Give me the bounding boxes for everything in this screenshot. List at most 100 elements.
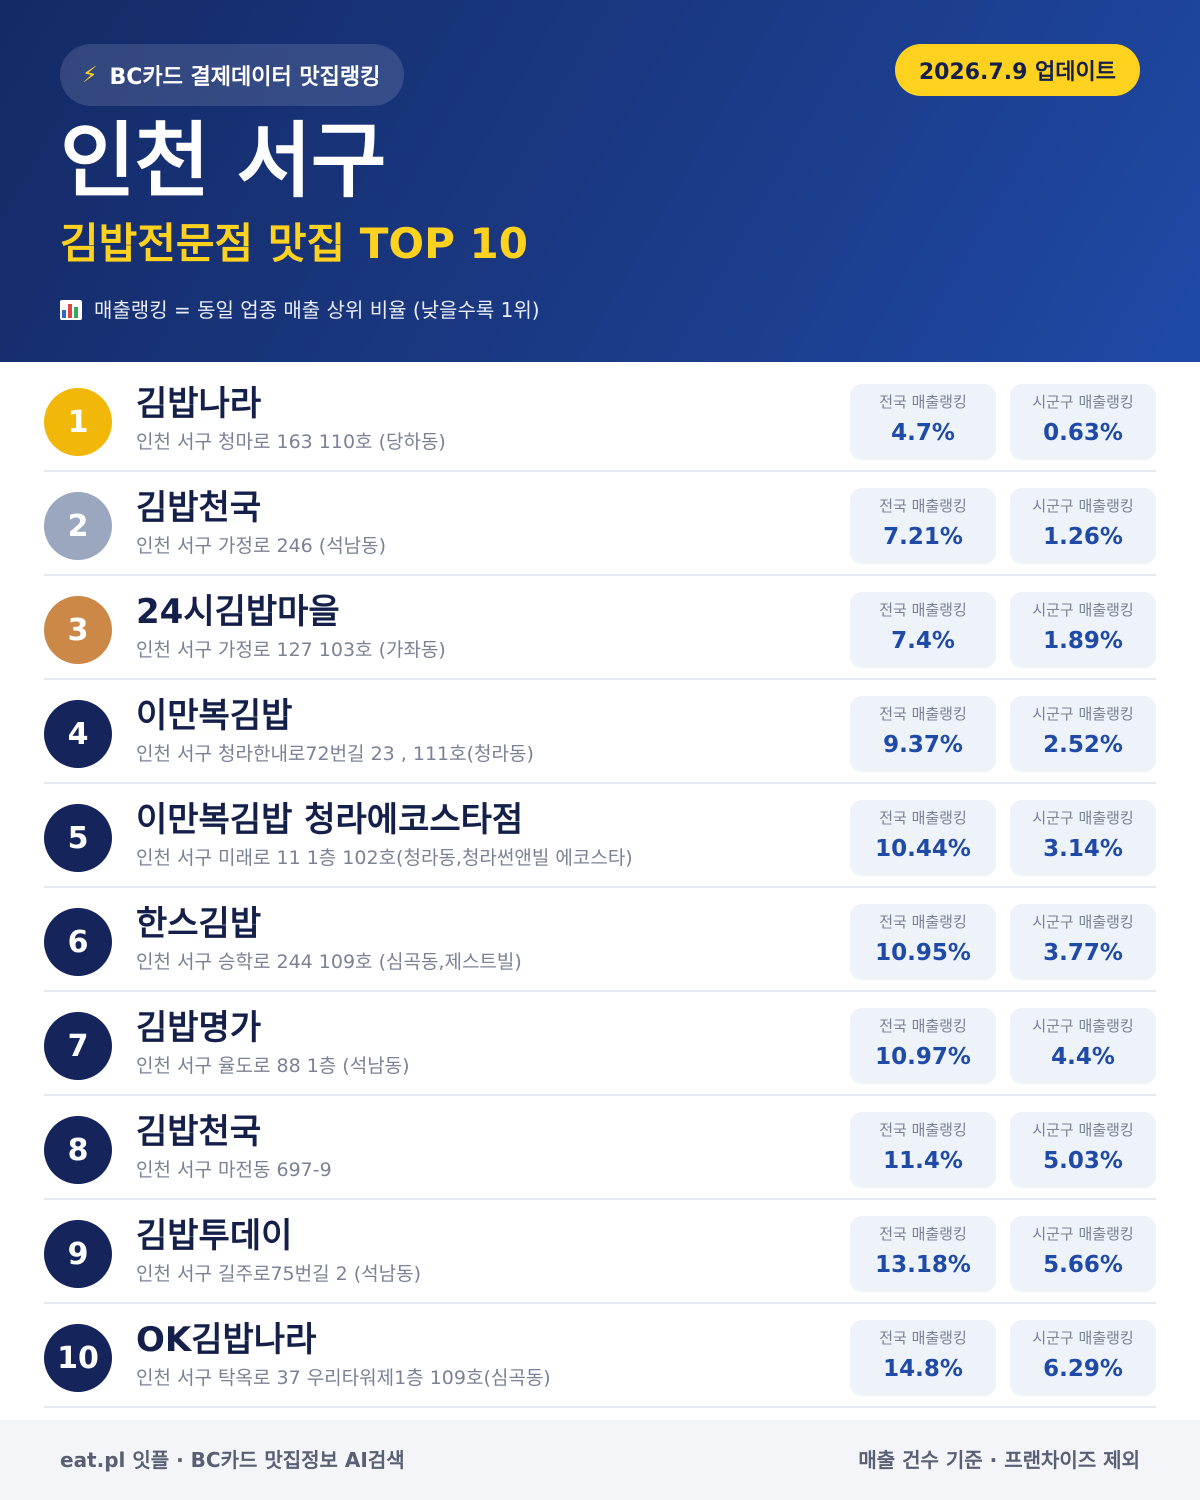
national-ranking-box: 전국 매출랭킹 9.37% bbox=[850, 696, 996, 772]
restaurant-address: 인천 서구 탁옥로 37 우리타워제1층 109호(심곡동) bbox=[136, 1367, 551, 1389]
local-ranking-box: 시군구 매출랭킹 4.4% bbox=[1010, 1008, 1156, 1084]
local-ranking-label: 시군구 매출랭킹 bbox=[1032, 1225, 1134, 1243]
national-ranking-box: 전국 매출랭킹 10.97% bbox=[850, 1008, 996, 1084]
national-ranking-value: 7.21% bbox=[883, 524, 963, 550]
local-ranking-label: 시군구 매출랭킹 bbox=[1032, 497, 1134, 515]
national-ranking-box: 전국 매출랭킹 14.8% bbox=[850, 1320, 996, 1396]
national-ranking-box: 전국 매출랭킹 10.95% bbox=[850, 904, 996, 980]
restaurant-address: 인천 서구 길주로75번길 2 (석남동) bbox=[136, 1263, 422, 1285]
header-banner: ⚡ BC카드 결제데이터 맛집랭킹 2026.7.9 업데이트 인천 서구 김밥… bbox=[0, 0, 1200, 362]
lightning-icon: ⚡ bbox=[82, 62, 98, 88]
local-ranking-value: 6.29% bbox=[1043, 1356, 1123, 1382]
national-ranking-label: 전국 매출랭킹 bbox=[879, 705, 967, 723]
national-ranking-label: 전국 매출랭킹 bbox=[879, 601, 967, 619]
local-ranking-box: 시군구 매출랭킹 3.14% bbox=[1010, 800, 1156, 876]
local-ranking-box: 시군구 매출랭킹 1.89% bbox=[1010, 592, 1156, 668]
local-ranking-box: 시군구 매출랭킹 2.52% bbox=[1010, 696, 1156, 772]
national-ranking-value: 4.7% bbox=[891, 420, 955, 446]
national-ranking-value: 7.4% bbox=[891, 628, 955, 654]
national-ranking-label: 전국 매출랭킹 bbox=[879, 913, 967, 931]
national-ranking-label: 전국 매출랭킹 bbox=[879, 1017, 967, 1035]
restaurant-name[interactable]: 24시김밥마을 bbox=[136, 592, 340, 632]
source-tag: ⚡ BC카드 결제데이터 맛집랭킹 bbox=[60, 44, 405, 106]
update-badge: 2026.7.9 업데이트 bbox=[894, 44, 1140, 96]
list-item[interactable]: 6 한스김밥 인천 서구 승학로 244 109호 (심곡동,제스트빌) 전국 매출랭… bbox=[44, 888, 1156, 992]
restaurant-name[interactable]: 김밥나라 bbox=[136, 384, 262, 424]
rank-badge: 10 bbox=[44, 1324, 112, 1392]
local-ranking-label: 시군구 매출랭킹 bbox=[1032, 1017, 1134, 1035]
local-ranking-label: 시군구 매출랭킹 bbox=[1032, 1121, 1134, 1139]
national-ranking-label: 전국 매출랭킹 bbox=[879, 1121, 967, 1139]
local-ranking-box: 시군구 매출랭킹 1.26% bbox=[1010, 488, 1156, 564]
national-ranking-value: 9.37% bbox=[883, 732, 963, 758]
list-item[interactable]: 7 김밥명가 인천 서구 율도로 88 1층 (석남동) 전국 매출랭킹 10.97% 시… bbox=[44, 992, 1156, 1096]
restaurant-address: 인천 서구 율도로 88 1층 (석남동) bbox=[136, 1055, 410, 1077]
rank-badge: 2 bbox=[44, 492, 112, 560]
restaurant-name[interactable]: 김밥천국 bbox=[136, 1112, 262, 1152]
list-item[interactable]: 2 김밥천국 인천 서구 가정로 246 (석남동) 전국 매출랭킹 7.21% 시군구 … bbox=[44, 472, 1156, 576]
local-ranking-value: 3.77% bbox=[1043, 940, 1123, 966]
list-item[interactable]: 8 김밥천국 인천 서구 마전동 697-9 전국 매출랭킹 11.4% 시군구 매출랭킹… bbox=[44, 1096, 1156, 1200]
local-ranking-value: 1.26% bbox=[1043, 524, 1123, 550]
list-item[interactable]: 9 김밥투데이 인천 서구 길주로75번길 2 (석남동) 전국 매출랭킹 13.18%… bbox=[44, 1200, 1156, 1304]
local-ranking-value: 1.89% bbox=[1043, 628, 1123, 654]
national-ranking-label: 전국 매출랭킹 bbox=[879, 497, 967, 515]
local-ranking-label: 시군구 매출랭킹 bbox=[1032, 393, 1134, 411]
restaurant-name[interactable]: 한스김밥 bbox=[136, 904, 262, 944]
restaurant-name[interactable]: OK김밥나라 bbox=[136, 1320, 317, 1360]
national-ranking-box: 전국 매출랭킹 7.21% bbox=[850, 488, 996, 564]
footer-note: 매출 건수 기준 · 프랜차이즈 제외 bbox=[858, 1448, 1140, 1472]
national-ranking-value: 10.44% bbox=[875, 836, 971, 862]
national-ranking-value: 13.18% bbox=[875, 1252, 971, 1278]
national-ranking-value: 10.95% bbox=[875, 940, 971, 966]
restaurant-address: 인천 서구 마전동 697-9 bbox=[136, 1159, 332, 1181]
ranking-note-text: 매출랭킹 = 동일 업종 매출 상위 비율 (낮을수록 1위) bbox=[94, 298, 540, 322]
restaurant-address: 인천 서구 청마로 163 110호 (당하동) bbox=[136, 431, 446, 453]
national-ranking-label: 전국 매출랭킹 bbox=[879, 809, 967, 827]
source-tag-label: BC카드 결제데이터 맛집랭킹 bbox=[109, 65, 381, 90]
local-ranking-box: 시군구 매출랭킹 6.29% bbox=[1010, 1320, 1156, 1396]
local-ranking-box: 시군구 매출랭킹 0.63% bbox=[1010, 384, 1156, 460]
national-ranking-label: 전국 매출랭킹 bbox=[879, 1329, 967, 1347]
national-ranking-box: 전국 매출랭킹 7.4% bbox=[850, 592, 996, 668]
local-ranking-value: 4.4% bbox=[1051, 1044, 1115, 1070]
list-item[interactable]: 3 24시김밥마을 인천 서구 가정로 127 103호 (가좌동) 전국 매출랭킹 7… bbox=[44, 576, 1156, 680]
national-ranking-label: 전국 매출랭킹 bbox=[879, 393, 967, 411]
local-ranking-box: 시군구 매출랭킹 5.66% bbox=[1010, 1216, 1156, 1292]
national-ranking-box: 전국 매출랭킹 13.18% bbox=[850, 1216, 996, 1292]
restaurant-address: 인천 서구 청라한내로72번길 23 , 111호(청라동) bbox=[136, 743, 534, 765]
national-ranking-value: 14.8% bbox=[883, 1356, 963, 1382]
restaurant-name[interactable]: 김밥명가 bbox=[136, 1008, 262, 1048]
restaurant-name[interactable]: 이만복김밥 청라에코스타점 bbox=[136, 800, 524, 840]
national-ranking-value: 10.97% bbox=[875, 1044, 971, 1070]
local-ranking-label: 시군구 매출랭킹 bbox=[1032, 913, 1134, 931]
local-ranking-box: 시군구 매출랭킹 5.03% bbox=[1010, 1112, 1156, 1188]
local-ranking-value: 0.63% bbox=[1043, 420, 1123, 446]
local-ranking-value: 5.03% bbox=[1043, 1148, 1123, 1174]
rank-badge: 4 bbox=[44, 700, 112, 768]
local-ranking-value: 5.66% bbox=[1043, 1252, 1123, 1278]
local-ranking-value: 3.14% bbox=[1043, 836, 1123, 862]
restaurant-address: 인천 서구 미래로 11 1층 102호(청라동,청라썬앤빌 에코스타) bbox=[136, 847, 633, 869]
local-ranking-box: 시군구 매출랭킹 3.77% bbox=[1010, 904, 1156, 980]
national-ranking-box: 전국 매출랭킹 4.7% bbox=[850, 384, 996, 460]
rank-badge: 3 bbox=[44, 596, 112, 664]
local-ranking-label: 시군구 매출랭킹 bbox=[1032, 601, 1134, 619]
page-title: 인천 서구 bbox=[60, 114, 386, 209]
local-ranking-value: 2.52% bbox=[1043, 732, 1123, 758]
national-ranking-value: 11.4% bbox=[883, 1148, 963, 1174]
rank-badge: 5 bbox=[44, 804, 112, 872]
restaurant-name[interactable]: 김밥투데이 bbox=[136, 1216, 293, 1256]
rank-badge: 1 bbox=[44, 388, 112, 456]
restaurant-name[interactable]: 김밥천국 bbox=[136, 488, 262, 528]
ranking-note: 매출랭킹 = 동일 업종 매출 상위 비율 (낮을수록 1위) bbox=[60, 294, 540, 326]
footer: eat.pl 잇플 · BC카드 맛집정보 AI검색 매출 건수 기준 · 프랜… bbox=[0, 1420, 1200, 1500]
restaurant-name[interactable]: 이만복김밥 bbox=[136, 696, 293, 736]
rank-badge: 6 bbox=[44, 908, 112, 976]
national-ranking-label: 전국 매출랭킹 bbox=[879, 1225, 967, 1243]
